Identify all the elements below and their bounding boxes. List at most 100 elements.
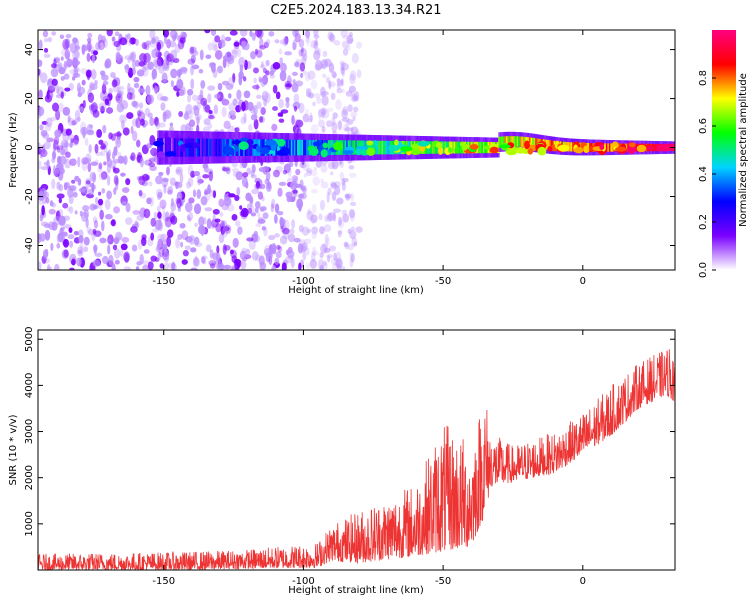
noise-blob: [153, 116, 159, 126]
noise-blob: [251, 32, 256, 41]
noise-blob: [227, 93, 232, 99]
signal-core: [605, 143, 609, 152]
noise-blob: [59, 34, 65, 40]
noise-blob: [212, 68, 218, 79]
noise-blob: [177, 39, 185, 50]
signal-core: [568, 142, 572, 152]
noise-blob: [314, 47, 320, 55]
noise-blob: [336, 78, 341, 87]
noise-blob: [123, 155, 128, 166]
noise-blob: [115, 177, 119, 187]
noise-blob: [42, 249, 49, 259]
noise-blob: [307, 208, 312, 215]
y-tick-label: 40: [24, 43, 35, 56]
noise-blob: [305, 36, 310, 47]
noise-blob: [119, 114, 127, 124]
noise-blob: [239, 210, 246, 217]
noise-blob: [336, 82, 342, 90]
noise-blob: [290, 257, 295, 269]
noise-blob: [274, 233, 281, 238]
noise-blob: [82, 99, 86, 109]
noise-blob: [41, 205, 45, 216]
noise-blob: [323, 58, 332, 67]
noise-blob: [108, 132, 113, 140]
noise-blob: [346, 118, 354, 125]
noise-blob: [236, 89, 242, 101]
noise-blob: [56, 234, 60, 244]
noise-blob: [237, 226, 243, 235]
noise-blob: [201, 255, 208, 260]
noise-blob: [250, 169, 255, 177]
noise-blob: [69, 69, 75, 75]
noise-blob: [166, 166, 170, 176]
noise-blob: [167, 186, 173, 194]
noise-blob: [336, 197, 344, 205]
noise-blob: [209, 249, 214, 259]
noise-blob: [156, 56, 164, 67]
noise-blob: [329, 171, 334, 176]
noise-blob: [89, 81, 95, 91]
noise-blob: [117, 155, 125, 164]
noise-blob: [55, 94, 62, 99]
noise-blob: [289, 228, 295, 235]
noise-blob: [304, 36, 311, 43]
noise-blob: [224, 224, 232, 235]
noise-blob: [346, 193, 352, 199]
noise-blob: [64, 87, 71, 92]
noise-blob: [106, 175, 111, 186]
noise-blob: [158, 171, 164, 176]
noise-blob: [100, 171, 108, 180]
y-tick-label: -20: [24, 188, 35, 204]
noise-blob: [179, 36, 186, 44]
noise-blob: [320, 164, 328, 173]
noise-blob: [88, 188, 94, 196]
noise-blob: [261, 226, 267, 231]
signal-core: [329, 140, 333, 155]
noise-blob: [157, 234, 165, 241]
noise-blob: [333, 252, 337, 262]
noise-blob: [310, 250, 319, 256]
noise-blob: [190, 78, 195, 90]
signal-core: [306, 139, 310, 156]
noise-blob: [351, 93, 356, 102]
noise-blob: [331, 191, 337, 202]
noise-blob: [120, 172, 126, 177]
noise-blob: [298, 224, 304, 233]
noise-blob: [204, 187, 212, 194]
noise-blob: [162, 211, 168, 222]
noise-blob: [149, 39, 158, 48]
noise-blob: [83, 246, 89, 253]
signal-core: [496, 142, 500, 153]
noise-blob: [38, 147, 42, 155]
signal-core: [217, 138, 221, 157]
signal-clump: [179, 144, 186, 153]
noise-blob: [241, 101, 246, 112]
noise-blob: [141, 260, 150, 266]
spectrogram-ylabel: Frequency (Hz): [8, 112, 19, 188]
noise-blob: [285, 96, 290, 103]
noise-blob: [101, 35, 106, 44]
noise-blob: [343, 241, 349, 248]
signal-core: [481, 141, 485, 154]
noise-blob: [129, 52, 137, 63]
noise-blob: [313, 166, 317, 172]
noise-blob: [341, 35, 349, 40]
noise-blob: [216, 245, 220, 254]
noise-blob: [45, 197, 50, 204]
noise-blob: [320, 91, 329, 96]
x-tick-label: 0: [580, 276, 586, 287]
x-tick-label: 0: [580, 576, 586, 587]
noise-blob: [170, 262, 177, 270]
noise-blob: [335, 251, 342, 263]
noise-blob: [339, 60, 346, 66]
noise-blob: [60, 56, 64, 61]
noise-blob: [42, 30, 49, 38]
noise-blob: [268, 31, 275, 37]
noise-blob: [319, 264, 324, 270]
x-tick-label: -100: [292, 576, 315, 587]
noise-blob: [101, 188, 106, 194]
noise-blob: [166, 38, 172, 49]
snr-ticks: -150 -100 -50 0 1000 2000 3000 4000 5000: [24, 327, 675, 587]
noise-blob: [321, 261, 329, 270]
noise-blob: [85, 180, 91, 185]
